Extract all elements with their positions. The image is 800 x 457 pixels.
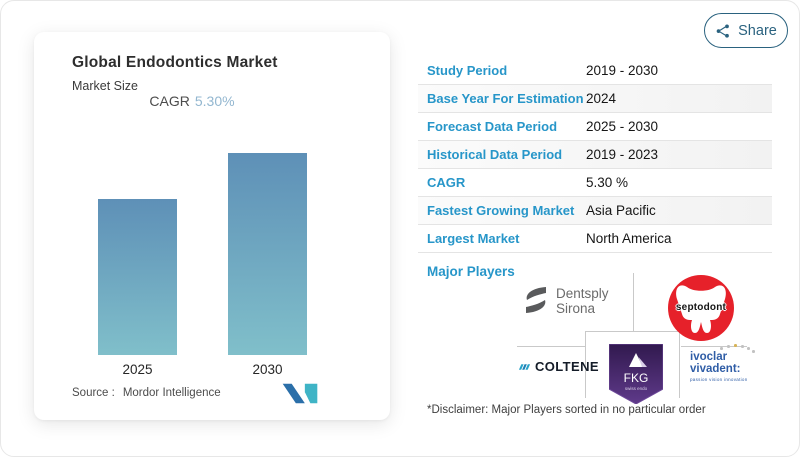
row-label: CAGR: [427, 175, 466, 190]
fkg-swiss-endo-logo: FKG swiss endo: [609, 344, 663, 404]
bar-label-2030: 2030: [252, 362, 283, 377]
cagr-value: 5.30%: [194, 93, 235, 109]
bar-2025: [98, 199, 177, 355]
fkg-tagline: swiss endo: [625, 386, 648, 391]
row-value: 2019 - 2023: [586, 147, 659, 162]
share-icon: [716, 24, 730, 38]
cagr-label: CAGR: [149, 93, 190, 109]
coltene-logo: COLTENE: [518, 359, 599, 374]
bar-2030: [228, 153, 307, 355]
chart-subtitle: Market Size: [72, 79, 138, 93]
source-label: Source :: [72, 387, 115, 399]
players-disclaimer: *Disclaimer: Major Players sorted in no …: [427, 404, 706, 416]
source-line: Source : Mordor Intelligence: [72, 387, 221, 399]
source-name: Mordor Intelligence: [122, 387, 221, 399]
dentsply-sirona-logo: Dentsply Sirona: [524, 286, 609, 316]
ivoclar-wordmark-line2: vivadent:: [690, 362, 741, 375]
ivoclar-vivadent-logo: ivoclar vivadent: passion vision innovat…: [690, 344, 770, 382]
major-players-heading: Major Players: [427, 264, 515, 279]
ivoclar-tagline: passion vision innovation: [690, 377, 748, 382]
share-button-label: Share: [738, 22, 777, 39]
dentsply-wordmark-line1: Dentsply: [556, 286, 609, 301]
row-label: Forecast Data Period: [427, 119, 558, 134]
market-info-table: Study Period 2019 - 2030 Base Year For E…: [418, 57, 772, 253]
players-grid-horizontal-divider-right: [681, 346, 747, 347]
table-row-cagr: CAGR 5.30 %: [418, 169, 772, 197]
row-label: Base Year For Estimation: [427, 91, 584, 106]
row-value: 2025 - 2030: [586, 119, 659, 134]
row-value: 2019 - 2030: [586, 63, 659, 78]
table-row-largest-market: Largest Market North America: [418, 225, 772, 253]
chart-title: Global Endodontics Market: [72, 54, 278, 71]
table-row-forecast-period: Forecast Data Period 2025 - 2030: [418, 113, 772, 141]
row-label: Study Period: [427, 63, 508, 78]
dentsply-wordmark-line2: Sirona: [556, 301, 596, 316]
players-grid-horizontal-divider-left: [517, 346, 585, 347]
coltene-wordmark: COLTENE: [535, 359, 599, 374]
row-label: Largest Market: [427, 231, 520, 246]
mordor-intelligence-logo-icon: [282, 383, 318, 404]
row-value: Asia Pacific: [586, 203, 656, 218]
cagr-line: CAGR 5.30%: [34, 93, 350, 109]
table-row-historical-period: Historical Data Period 2019 - 2023: [418, 141, 772, 169]
row-label: Fastest Growing Market: [427, 203, 575, 218]
row-value: North America: [586, 231, 672, 246]
coltene-icon: [518, 363, 531, 370]
septodont-logo: septodont: [667, 274, 735, 342]
septodont-wordmark: septodont: [675, 302, 727, 313]
fkg-mountain-icon: [629, 353, 643, 367]
ivoclar-wordmark-line1: ivoclar: [690, 351, 728, 363]
fkg-wordmark: FKG: [624, 371, 649, 385]
table-row-base-year: Base Year For Estimation 2024: [418, 85, 772, 113]
table-row-study-period: Study Period 2019 - 2030: [418, 57, 772, 85]
share-button[interactable]: Share: [704, 13, 788, 48]
row-value: 5.30 %: [586, 175, 629, 190]
row-value: 2024: [586, 91, 617, 106]
table-row-fastest-growing: Fastest Growing Market Asia Pacific: [418, 197, 772, 225]
dentsply-sirona-icon: [526, 287, 546, 313]
players-grid-vertical-divider: [633, 273, 634, 331]
row-label: Historical Data Period: [427, 147, 563, 162]
market-chart-card: Global Endodontics Market Market Size CA…: [34, 32, 390, 420]
septodont-tooth-icon: [668, 275, 734, 341]
bar-label-2025: 2025: [122, 362, 153, 377]
